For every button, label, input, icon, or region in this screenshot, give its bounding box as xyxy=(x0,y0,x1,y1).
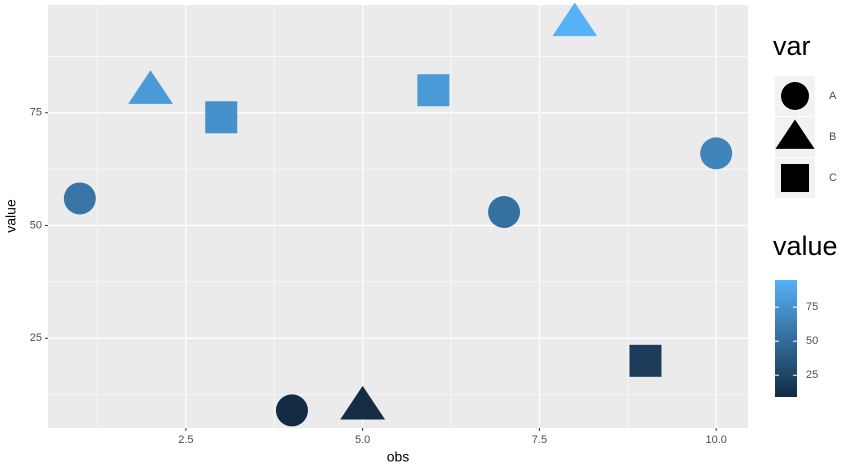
colorbar-label: 50 xyxy=(806,335,818,347)
y-tick-label: 25 xyxy=(30,332,42,344)
point xyxy=(700,137,733,170)
point xyxy=(275,394,308,427)
legend-symbol xyxy=(781,164,809,192)
x-tick-label: 2.5 xyxy=(178,434,193,446)
point xyxy=(417,74,450,107)
legend-label: B xyxy=(829,131,836,143)
legend-title: value xyxy=(773,231,838,261)
grid xyxy=(48,5,748,428)
x-tick-label: 7.5 xyxy=(532,434,547,446)
legend-title: var xyxy=(773,31,811,61)
point xyxy=(128,70,173,104)
point xyxy=(629,344,662,377)
y-tick-label: 75 xyxy=(30,107,42,119)
legend-label: A xyxy=(829,90,837,102)
points xyxy=(63,2,733,427)
x-axis-title: obs xyxy=(387,449,410,465)
point xyxy=(205,101,238,134)
y-tick-label: 50 xyxy=(30,219,42,231)
colorbar-label: 75 xyxy=(806,301,818,313)
legend-symbol xyxy=(781,82,809,110)
point xyxy=(340,385,386,420)
x-tick-label: 10.0 xyxy=(705,434,726,446)
legend-label: C xyxy=(829,172,837,184)
point xyxy=(488,195,521,228)
colorbar xyxy=(775,280,797,397)
point xyxy=(552,2,598,37)
x-tick-label: 5.0 xyxy=(355,434,370,446)
y-axis-title: value xyxy=(3,199,19,233)
point xyxy=(63,182,96,215)
colorbar-label: 25 xyxy=(806,369,818,381)
legend-symbol xyxy=(775,119,815,149)
